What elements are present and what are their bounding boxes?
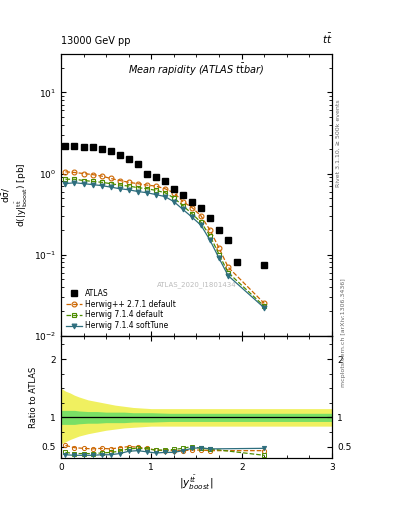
Herwig 7.1.4 default — [163, 189, 167, 196]
Text: mcplots.cern.ch [arXiv:1306.3436]: mcplots.cern.ch [arXiv:1306.3436] — [341, 279, 346, 387]
ATLAS — [117, 152, 122, 158]
Herwig++ 2.7.1 default — [181, 199, 185, 205]
Herwig 7.1.4 default — [198, 219, 204, 225]
Herwig 7.1.4 softTune — [153, 191, 158, 198]
ATLAS — [63, 143, 68, 149]
ATLAS — [108, 148, 113, 154]
Herwig 7.1.4 softTune — [145, 189, 149, 196]
Herwig 7.1.4 softTune — [262, 305, 266, 311]
Herwig 7.1.4 default — [171, 195, 176, 201]
ATLAS — [153, 174, 158, 180]
Herwig 7.1.4 default — [81, 178, 86, 184]
ATLAS — [208, 215, 212, 221]
Herwig 7.1.4 softTune — [181, 206, 185, 212]
Herwig++ 2.7.1 default — [171, 189, 176, 196]
Herwig 7.1.4 softTune — [81, 181, 86, 187]
Herwig 7.1.4 default — [189, 210, 194, 217]
Herwig 7.1.4 softTune — [226, 272, 230, 279]
Herwig 7.1.4 default — [135, 184, 140, 190]
Herwig 7.1.4 softTune — [217, 255, 222, 262]
Herwig 7.1.4 default — [126, 183, 131, 189]
Herwig 7.1.4 softTune — [99, 182, 104, 188]
Herwig++ 2.7.1 default — [208, 227, 212, 233]
Herwig 7.1.4 softTune — [189, 214, 194, 220]
ATLAS — [163, 178, 167, 184]
Herwig 7.1.4 softTune — [126, 187, 131, 193]
Line: ATLAS: ATLAS — [62, 143, 267, 267]
Herwig++ 2.7.1 default — [189, 204, 194, 210]
Herwig++ 2.7.1 default — [163, 186, 167, 192]
Herwig 7.1.4 softTune — [163, 194, 167, 200]
ATLAS — [235, 260, 239, 266]
Y-axis label: $\mathsf{d}\bar{\mathsf{\sigma}}\mathsf{/}$
$\mathsf{d(|y|^{t\bar{t}}_{boost})}$: $\mathsf{d}\bar{\mathsf{\sigma}}\mathsf{… — [0, 162, 29, 227]
Herwig 7.1.4 default — [226, 269, 230, 275]
ATLAS — [99, 146, 104, 152]
Herwig 7.1.4 default — [108, 181, 113, 187]
ATLAS — [189, 199, 194, 205]
Herwig++ 2.7.1 default — [117, 178, 122, 184]
Herwig 7.1.4 default — [72, 176, 77, 182]
Herwig 7.1.4 default — [181, 203, 185, 209]
Herwig 7.1.4 default — [90, 178, 95, 184]
Herwig 7.1.4 default — [99, 179, 104, 185]
Herwig++ 2.7.1 default — [226, 264, 230, 270]
ATLAS — [81, 143, 86, 150]
Herwig 7.1.4 default — [63, 176, 68, 182]
ATLAS — [90, 144, 95, 151]
Herwig 7.1.4 softTune — [208, 237, 212, 243]
ATLAS — [135, 161, 140, 167]
Herwig++ 2.7.1 default — [145, 182, 149, 188]
Y-axis label: Ratio to ATLAS: Ratio to ATLAS — [29, 366, 37, 428]
Herwig 7.1.4 default — [145, 186, 149, 192]
Text: Mean rapidity (ATLAS t$\mathsf{\bar{t}}$bar): Mean rapidity (ATLAS t$\mathsf{\bar{t}}$… — [128, 62, 265, 78]
Line: Herwig 7.1.4 softTune: Herwig 7.1.4 softTune — [63, 180, 267, 310]
Herwig 7.1.4 softTune — [90, 182, 95, 188]
Herwig++ 2.7.1 default — [108, 175, 113, 181]
Herwig++ 2.7.1 default — [126, 179, 131, 185]
Herwig 7.1.4 default — [153, 187, 158, 194]
Herwig 7.1.4 default — [262, 303, 266, 309]
Herwig 7.1.4 default — [217, 251, 222, 258]
ATLAS — [262, 262, 266, 268]
ATLAS — [126, 156, 131, 162]
Herwig 7.1.4 softTune — [135, 188, 140, 195]
Herwig++ 2.7.1 default — [217, 245, 222, 251]
Herwig 7.1.4 softTune — [72, 180, 77, 186]
Herwig 7.1.4 softTune — [171, 199, 176, 205]
Herwig 7.1.4 softTune — [117, 186, 122, 192]
Legend: ATLAS, Herwig++ 2.7.1 default, Herwig 7.1.4 default, Herwig 7.1.4 softTune: ATLAS, Herwig++ 2.7.1 default, Herwig 7.… — [65, 287, 177, 332]
Herwig++ 2.7.1 default — [262, 301, 266, 307]
Text: ATLAS_2020_I1801434: ATLAS_2020_I1801434 — [157, 282, 236, 288]
Text: $t\bar{t}$: $t\bar{t}$ — [321, 32, 332, 46]
ATLAS — [226, 237, 230, 243]
Herwig++ 2.7.1 default — [99, 173, 104, 179]
Line: Herwig 7.1.4 default: Herwig 7.1.4 default — [63, 177, 267, 309]
ATLAS — [181, 191, 185, 198]
ATLAS — [145, 170, 149, 177]
Herwig++ 2.7.1 default — [72, 169, 77, 176]
Herwig++ 2.7.1 default — [90, 172, 95, 178]
Herwig 7.1.4 default — [208, 233, 212, 239]
Line: Herwig++ 2.7.1 default: Herwig++ 2.7.1 default — [63, 169, 267, 306]
Herwig++ 2.7.1 default — [81, 170, 86, 177]
Text: 13000 GeV pp: 13000 GeV pp — [61, 36, 130, 46]
X-axis label: $|y^{t\bar{t}}_{boost}|$: $|y^{t\bar{t}}_{boost}|$ — [179, 474, 214, 492]
ATLAS — [72, 143, 77, 149]
Herwig 7.1.4 softTune — [108, 184, 113, 190]
Text: Rivet 3.1.10, ≥ 500k events: Rivet 3.1.10, ≥ 500k events — [336, 99, 341, 187]
Herwig++ 2.7.1 default — [198, 213, 204, 219]
ATLAS — [217, 227, 222, 233]
Herwig 7.1.4 softTune — [198, 222, 204, 228]
ATLAS — [198, 204, 204, 210]
Herwig++ 2.7.1 default — [63, 169, 68, 175]
Herwig++ 2.7.1 default — [135, 181, 140, 187]
Herwig 7.1.4 softTune — [63, 181, 68, 187]
ATLAS — [171, 186, 176, 192]
Herwig++ 2.7.1 default — [153, 183, 158, 189]
Herwig 7.1.4 default — [117, 182, 122, 188]
